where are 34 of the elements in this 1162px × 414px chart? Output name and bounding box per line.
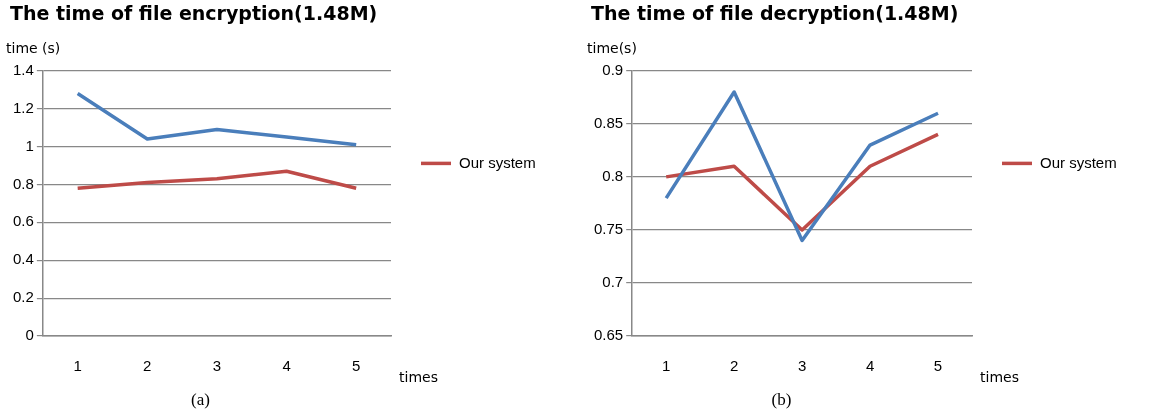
legend-label: Our system [1040,153,1117,171]
x-tick-label: 3 [212,357,222,375]
text: (a) [190,390,211,411]
x-axis-title: times [399,368,438,385]
legend-label: Our system [459,153,536,171]
y-tick-label: 0.7 [602,273,624,291]
y-tick-label: 0.9 [602,60,624,78]
x-tick-label: 3 [797,357,807,375]
y-tick-label: 1 [25,136,34,154]
y-tick-label: 0.2 [12,288,34,306]
x-tick-label: 4 [282,357,291,375]
x-tick-label: 4 [865,357,875,375]
y-tick-label: 0.65 [593,326,624,344]
x-axis-title: times [980,368,1019,385]
y-tick-label: 0.8 [602,167,624,185]
x-tick-label: 5 [352,357,361,375]
y-tick-label: 0 [25,326,34,344]
x-tick-label: 2 [143,357,152,375]
y-tick-label: 1.2 [12,98,34,116]
x-tick-label: 1 [662,357,671,375]
y-tick-label: 1.4 [12,60,34,78]
y-tick-label: 0.4 [12,250,34,268]
y-tick-label: 0.85 [593,113,624,131]
chart-title: The time of file decryption(1.48M) [591,2,959,25]
text: (b) [770,390,793,411]
x-tick-label: 5 [933,357,943,375]
y-axis-title: time (s) [6,40,61,57]
y-tick-label: 0.75 [593,220,624,238]
y-tick-label: 0.6 [12,212,34,230]
y-axis-title: time(s) [587,40,637,57]
x-tick-label: 1 [73,357,82,375]
x-tick-label: 2 [729,357,739,375]
y-tick-label: 0.8 [12,174,34,192]
chart-title: The time of file encryption(1.48M) [10,2,378,25]
